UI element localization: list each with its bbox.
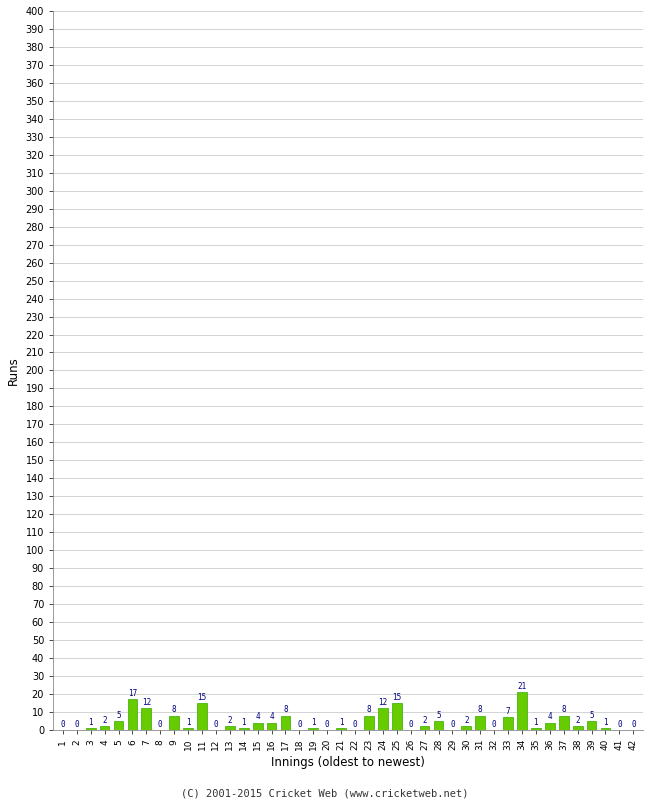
Bar xyxy=(392,703,402,730)
Bar xyxy=(587,721,597,730)
Bar xyxy=(197,703,207,730)
Text: 1: 1 xyxy=(186,718,190,726)
Text: 0: 0 xyxy=(492,719,497,729)
Bar xyxy=(281,715,291,730)
Bar xyxy=(559,715,569,730)
Text: 15: 15 xyxy=(392,693,402,702)
Text: 1: 1 xyxy=(534,718,538,726)
Bar xyxy=(309,728,318,730)
Text: 0: 0 xyxy=(60,719,65,729)
Bar xyxy=(503,718,513,730)
Text: 15: 15 xyxy=(198,693,207,702)
Text: 0: 0 xyxy=(450,719,455,729)
Bar xyxy=(531,728,541,730)
Text: 8: 8 xyxy=(562,705,566,714)
Bar xyxy=(336,728,346,730)
Text: 5: 5 xyxy=(436,710,441,719)
Bar xyxy=(364,715,374,730)
Bar xyxy=(462,726,471,730)
Text: 2: 2 xyxy=(464,716,469,725)
Text: 17: 17 xyxy=(128,689,137,698)
Text: 1: 1 xyxy=(241,718,246,726)
Bar xyxy=(239,728,249,730)
Bar xyxy=(142,709,151,730)
Text: 0: 0 xyxy=(297,719,302,729)
Text: 1: 1 xyxy=(603,718,608,726)
Text: 0: 0 xyxy=(353,719,358,729)
Text: 4: 4 xyxy=(547,712,552,722)
Text: 0: 0 xyxy=(325,719,330,729)
Text: 0: 0 xyxy=(158,719,162,729)
Bar xyxy=(86,728,96,730)
Text: 1: 1 xyxy=(311,718,316,726)
Text: 0: 0 xyxy=(75,719,79,729)
Text: 12: 12 xyxy=(142,698,151,707)
X-axis label: Innings (oldest to newest): Innings (oldest to newest) xyxy=(271,756,425,769)
Text: 4: 4 xyxy=(269,712,274,722)
Text: 2: 2 xyxy=(102,716,107,725)
Bar xyxy=(169,715,179,730)
Text: 8: 8 xyxy=(172,705,177,714)
Bar xyxy=(573,726,582,730)
Text: 2: 2 xyxy=(422,716,427,725)
Text: 0: 0 xyxy=(408,719,413,729)
Bar xyxy=(114,721,124,730)
Bar xyxy=(183,728,193,730)
Text: 12: 12 xyxy=(378,698,387,707)
Text: 2: 2 xyxy=(227,716,232,725)
Text: 1: 1 xyxy=(339,718,343,726)
Bar xyxy=(475,715,485,730)
Bar xyxy=(99,726,109,730)
Text: 0: 0 xyxy=(631,719,636,729)
Text: 8: 8 xyxy=(283,705,288,714)
Bar xyxy=(253,722,263,730)
Text: 21: 21 xyxy=(517,682,526,690)
Text: 1: 1 xyxy=(88,718,93,726)
Text: 0: 0 xyxy=(214,719,218,729)
Bar xyxy=(127,699,137,730)
Text: 5: 5 xyxy=(116,710,121,719)
Bar xyxy=(601,728,610,730)
Bar xyxy=(517,692,527,730)
Text: 7: 7 xyxy=(506,707,510,716)
Text: 0: 0 xyxy=(617,719,621,729)
Bar xyxy=(266,722,276,730)
Bar xyxy=(545,722,554,730)
Text: 4: 4 xyxy=(255,712,260,722)
Bar xyxy=(225,726,235,730)
Text: (C) 2001-2015 Cricket Web (www.cricketweb.net): (C) 2001-2015 Cricket Web (www.cricketwe… xyxy=(181,788,469,798)
Text: 8: 8 xyxy=(367,705,371,714)
Bar xyxy=(434,721,443,730)
Text: 8: 8 xyxy=(478,705,482,714)
Bar xyxy=(378,709,388,730)
Text: 2: 2 xyxy=(575,716,580,725)
Bar xyxy=(420,726,430,730)
Text: 5: 5 xyxy=(590,710,594,719)
Y-axis label: Runs: Runs xyxy=(7,356,20,385)
